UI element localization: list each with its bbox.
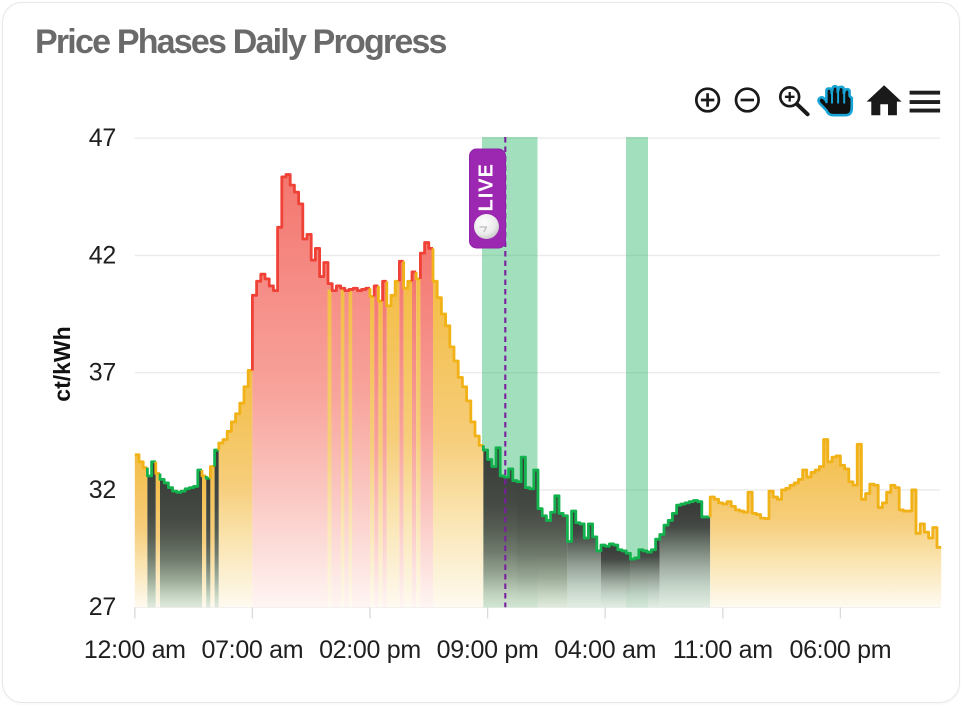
svg-text:06:00 pm: 06:00 pm xyxy=(789,636,891,664)
svg-text:27: 27 xyxy=(89,593,116,621)
svg-text:ct/kWh: ct/kWh xyxy=(49,326,75,401)
svg-text:04:00 am: 04:00 am xyxy=(554,636,656,664)
svg-text:12:00 am: 12:00 am xyxy=(84,636,186,664)
svg-text:07:00 am: 07:00 am xyxy=(201,636,303,664)
svg-text:42: 42 xyxy=(89,242,116,270)
svg-text:LIVE: LIVE xyxy=(476,163,498,211)
svg-text:11:00 am: 11:00 am xyxy=(673,636,773,664)
svg-text:32: 32 xyxy=(89,476,116,504)
svg-text:37: 37 xyxy=(89,359,116,387)
svg-text:09:00 pm: 09:00 pm xyxy=(437,636,539,664)
svg-text:02:00 pm: 02:00 pm xyxy=(319,636,421,664)
svg-text:47: 47 xyxy=(89,124,116,152)
